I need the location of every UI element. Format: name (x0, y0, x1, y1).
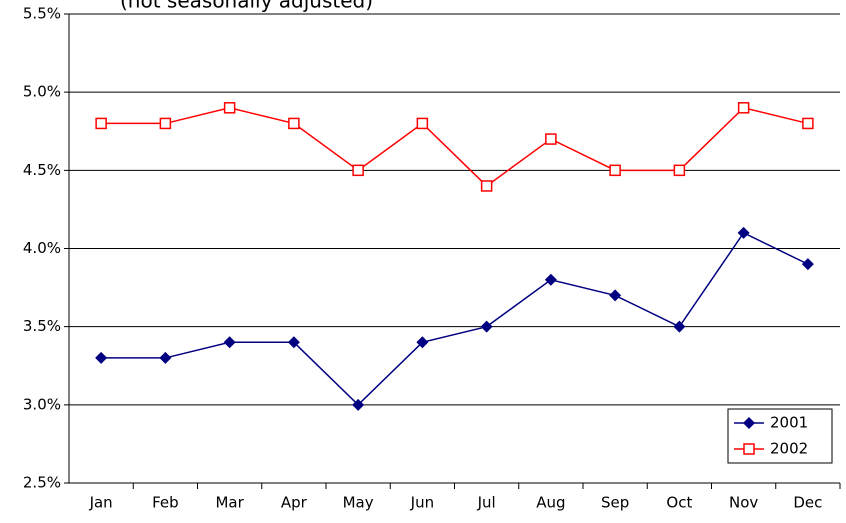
marker (545, 133, 557, 145)
x-tick-label: Jul (477, 494, 496, 512)
marker (480, 320, 493, 333)
chart-subtitle: (not seasonally adjusted) (120, 0, 373, 13)
marker (743, 443, 755, 455)
marker (609, 289, 622, 302)
x-tick-label: Feb (152, 494, 179, 512)
x-tick-label: Nov (729, 494, 758, 512)
x-tick-label: Sep (601, 494, 629, 512)
x-tick-label: Oct (666, 494, 692, 512)
legend-label: 2002 (770, 440, 808, 458)
y-tick-label: 3.0% (23, 395, 61, 413)
marker (673, 164, 686, 177)
marker (95, 117, 107, 130)
marker (416, 336, 429, 349)
marker (95, 351, 108, 364)
y-tick-label: 4.0% (23, 239, 61, 257)
marker (159, 351, 172, 364)
marker (802, 117, 814, 130)
marker (544, 273, 557, 286)
x-tick-label: Mar (215, 494, 244, 512)
y-tick-label: 2.5% (23, 474, 61, 492)
marker (801, 258, 814, 271)
marker (737, 226, 750, 239)
marker (673, 320, 686, 333)
marker (737, 102, 750, 114)
y-tick-label: 3.5% (23, 317, 61, 335)
marker (287, 336, 300, 349)
marker (288, 117, 300, 130)
marker (609, 164, 621, 177)
x-tick-label: Aug (536, 494, 565, 512)
marker (352, 164, 364, 177)
marker (159, 117, 172, 130)
series-line (101, 106, 809, 187)
legend-label: 2001 (770, 414, 808, 432)
marker (223, 102, 236, 114)
marker (223, 336, 236, 349)
x-tick-label: Apr (281, 494, 308, 512)
y-tick-label: 5.5% (23, 5, 61, 23)
marker (743, 417, 755, 429)
y-tick-label: 4.5% (23, 161, 61, 179)
marker (480, 180, 493, 192)
x-tick-label: Jun (410, 494, 434, 512)
series-line (101, 231, 809, 406)
y-tick-label: 5.0% (23, 83, 61, 101)
marker (416, 117, 429, 130)
x-tick-label: May (343, 494, 374, 512)
marker (352, 398, 365, 411)
x-tick-label: Dec (793, 494, 822, 512)
x-tick-label: Jan (89, 494, 113, 512)
